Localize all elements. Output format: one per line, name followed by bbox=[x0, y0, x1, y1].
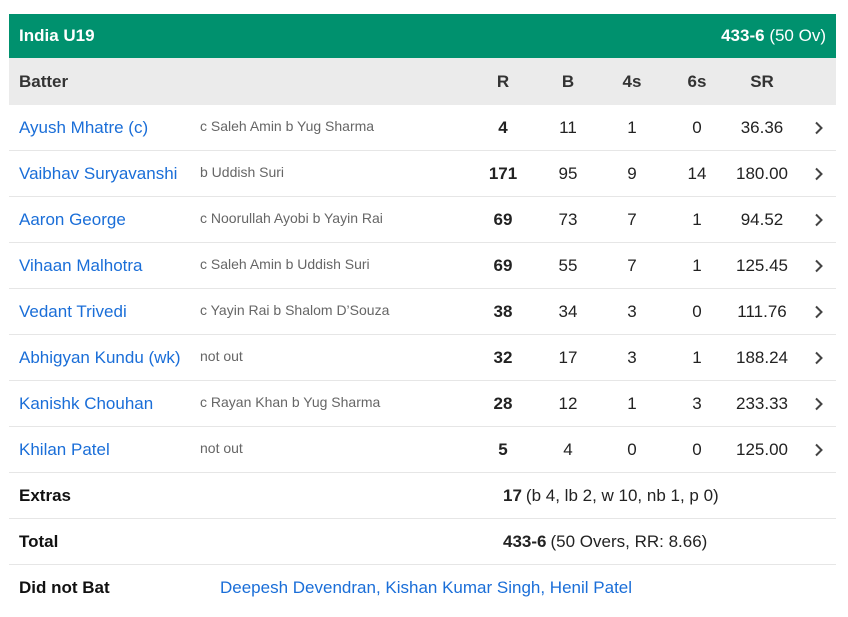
batter-row[interactable]: Aaron George c Noorullah Ayobi b Yayin R… bbox=[9, 197, 836, 243]
batter-name[interactable]: Aaron George bbox=[19, 209, 126, 229]
batter-name[interactable]: Ayush Mhatre (c) bbox=[19, 117, 149, 137]
batter-row[interactable]: Vaibhav Suryavanshi b Uddish Suri 171 95… bbox=[9, 151, 836, 197]
chevron-right-icon[interactable] bbox=[809, 335, 829, 380]
dismissal: c Saleh Amin b Yug Sharma bbox=[200, 118, 375, 134]
fours: 7 bbox=[627, 255, 637, 275]
chevron-right-icon[interactable] bbox=[809, 381, 829, 426]
batter-name[interactable]: Abhigyan Kundu (wk) bbox=[19, 347, 181, 367]
dismissal: c Noorullah Ayobi b Yayin Rai bbox=[200, 210, 383, 226]
runs: 32 bbox=[493, 347, 513, 367]
batter-row[interactable]: Ayush Mhatre (c) c Saleh Amin b Yug Shar… bbox=[9, 105, 836, 151]
strike-rate: 125.45 bbox=[736, 255, 788, 275]
sixes: 3 bbox=[692, 393, 702, 413]
strike-rate: 125.00 bbox=[736, 439, 788, 459]
column-header-row: Batter R B 4s 6s SR bbox=[9, 58, 836, 105]
team-header: India U19 433-6 (50 Ov) bbox=[9, 14, 836, 58]
did-not-bat-label: Did not Bat bbox=[19, 577, 110, 597]
col-balls: B bbox=[561, 71, 575, 91]
did-not-bat-players[interactable]: Deepesh Devendran, Kishan Kumar Singh, H… bbox=[220, 577, 633, 597]
fours: 1 bbox=[627, 393, 637, 413]
runs: 38 bbox=[493, 301, 513, 321]
col-strike-rate: SR bbox=[750, 71, 774, 91]
batter-name[interactable]: Kanishk Chouhan bbox=[19, 393, 154, 413]
balls: 4 bbox=[563, 439, 573, 459]
chevron-right-icon[interactable] bbox=[809, 243, 829, 288]
fours: 3 bbox=[627, 347, 637, 367]
sixes: 0 bbox=[692, 301, 702, 321]
col-batter: Batter bbox=[19, 71, 69, 91]
fours: 9 bbox=[627, 163, 637, 183]
chevron-right-icon[interactable] bbox=[809, 289, 829, 334]
extras-label: Extras bbox=[19, 485, 71, 505]
dismissal: b Uddish Suri bbox=[200, 164, 285, 180]
runs: 4 bbox=[498, 117, 508, 137]
team-score-overs: (50 Ov) bbox=[769, 26, 826, 45]
sixes: 14 bbox=[687, 163, 707, 183]
balls: 55 bbox=[558, 255, 578, 275]
batter-row[interactable]: Kanishk Chouhan c Rayan Khan b Yug Sharm… bbox=[9, 381, 836, 427]
chevron-right-icon[interactable] bbox=[809, 197, 829, 242]
scorecard: India U19 433-6 (50 Ov) Batter R B 4s 6s… bbox=[9, 14, 836, 610]
fours: 3 bbox=[627, 301, 637, 321]
balls: 73 bbox=[558, 209, 578, 229]
balls: 11 bbox=[559, 117, 577, 137]
chevron-right-icon[interactable] bbox=[809, 427, 829, 472]
extras-row: Extras 17 (b 4, lb 2, w 10, nb 1, p 0) bbox=[9, 473, 836, 519]
total-value: 433-6 (50 Overs, RR: 8.66) bbox=[503, 519, 707, 564]
strike-rate: 188.24 bbox=[736, 347, 788, 367]
batter-name[interactable]: Vaibhav Suryavanshi bbox=[19, 163, 178, 183]
dismissal: not out bbox=[200, 440, 243, 456]
col-runs: R bbox=[496, 71, 510, 91]
strike-rate: 111.76 bbox=[737, 301, 787, 321]
runs: 171 bbox=[488, 163, 518, 183]
team-score: 433-6 (50 Ov) bbox=[721, 26, 826, 46]
runs: 69 bbox=[493, 209, 513, 229]
balls: 12 bbox=[558, 393, 578, 413]
did-not-bat-row: Did not Bat Deepesh Devendran, Kishan Ku… bbox=[9, 565, 836, 610]
sixes: 0 bbox=[692, 439, 702, 459]
runs: 28 bbox=[493, 393, 513, 413]
fours: 7 bbox=[627, 209, 637, 229]
chevron-right-icon[interactable] bbox=[809, 105, 829, 150]
extras-total: 17 bbox=[503, 485, 522, 505]
batter-row[interactable]: Vihaan Malhotra c Saleh Amin b Uddish Su… bbox=[9, 243, 836, 289]
total-label: Total bbox=[19, 531, 59, 551]
fours: 0 bbox=[627, 439, 637, 459]
strike-rate: 36.36 bbox=[740, 117, 784, 137]
sixes: 1 bbox=[692, 209, 702, 229]
sixes: 1 bbox=[692, 255, 702, 275]
total-row: Total 433-6 (50 Overs, RR: 8.66) bbox=[9, 519, 836, 565]
dismissal: c Rayan Khan b Yug Sharma bbox=[200, 394, 381, 410]
dismissal: not out bbox=[200, 348, 243, 364]
balls: 17 bbox=[558, 347, 578, 367]
strike-rate: 233.33 bbox=[736, 393, 788, 413]
fours: 1 bbox=[627, 117, 637, 137]
runs: 5 bbox=[498, 439, 508, 459]
sixes: 1 bbox=[692, 347, 702, 367]
strike-rate: 94.52 bbox=[740, 209, 784, 229]
sixes: 0 bbox=[692, 117, 702, 137]
total-score: 433-6 bbox=[503, 531, 547, 551]
runs: 69 bbox=[493, 255, 513, 275]
col-fours: 4s bbox=[622, 71, 642, 91]
team-score-runs: 433-6 bbox=[721, 26, 765, 45]
balls: 34 bbox=[558, 301, 578, 321]
strike-rate: 180.00 bbox=[736, 163, 788, 183]
batter-name[interactable]: Vihaan Malhotra bbox=[19, 255, 143, 275]
balls: 95 bbox=[558, 163, 578, 183]
extras-value: 17 (b 4, lb 2, w 10, nb 1, p 0) bbox=[503, 473, 719, 518]
extras-detail: (b 4, lb 2, w 10, nb 1, p 0) bbox=[525, 485, 719, 505]
dismissal: c Yayin Rai b Shalom D’Souza bbox=[200, 302, 390, 318]
team-name: India U19 bbox=[19, 26, 95, 45]
batter-name[interactable]: Vedant Trivedi bbox=[19, 301, 127, 321]
batter-row[interactable]: Abhigyan Kundu (wk) not out 32 17 3 1 18… bbox=[9, 335, 836, 381]
total-detail: (50 Overs, RR: 8.66) bbox=[550, 531, 708, 551]
chevron-right-icon[interactable] bbox=[809, 151, 829, 196]
dismissal: c Saleh Amin b Uddish Suri bbox=[200, 256, 370, 272]
col-sixes: 6s bbox=[687, 71, 707, 91]
batter-name[interactable]: Khilan Patel bbox=[19, 439, 110, 459]
batter-row[interactable]: Khilan Patel not out 5 4 0 0 125.00 bbox=[9, 427, 836, 473]
batter-row[interactable]: Vedant Trivedi c Yayin Rai b Shalom D’So… bbox=[9, 289, 836, 335]
